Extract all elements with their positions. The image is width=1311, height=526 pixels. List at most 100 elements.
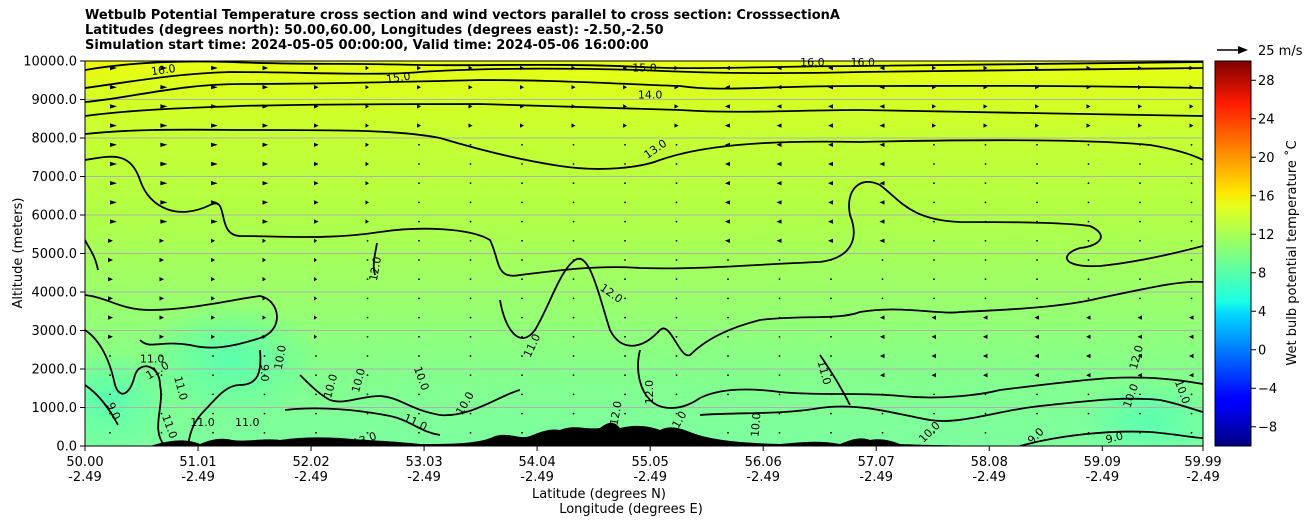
wind-vector [1190, 143, 1193, 146]
wind-vector [881, 431, 884, 434]
colorbar-tick-label: 12 [1258, 228, 1275, 243]
wind-vector [725, 238, 730, 243]
wind-vector [880, 353, 885, 359]
wind-vector [623, 123, 627, 128]
wind-vector [366, 316, 369, 319]
wind-vector [1034, 315, 1039, 320]
wind-vector [367, 451, 369, 453]
contour-label: 10.0 [748, 412, 763, 438]
wind-vector [624, 374, 626, 377]
wind-vector [160, 181, 168, 186]
colorbar-tick-label: 4 [1258, 305, 1266, 320]
wind-vector [469, 259, 472, 261]
wind-vector [108, 315, 113, 320]
contour-label: 11.0 [235, 416, 260, 429]
x-tick-label-latitude: 51.01 [179, 455, 216, 470]
wind-vector [521, 355, 523, 357]
wind-vector [110, 123, 117, 128]
wind-vector [1190, 297, 1193, 300]
wind-vector [1035, 104, 1039, 109]
contour-line [85, 384, 119, 426]
wind-vector [776, 200, 782, 205]
wind-vector [1190, 412, 1193, 415]
wind-vector [879, 104, 885, 109]
contour-line [85, 239, 99, 271]
wind-vector [521, 239, 523, 242]
wind-vector [879, 181, 885, 186]
wind-vector [624, 239, 626, 242]
wind-vector [1036, 182, 1038, 185]
wind-vector [109, 355, 111, 357]
wind-vector [1190, 201, 1193, 204]
wind-vector [572, 220, 575, 223]
wind-vector [469, 182, 472, 185]
wind-vector [418, 278, 420, 281]
wind-vector [1189, 315, 1194, 320]
wind-vector [263, 393, 266, 396]
wind-vector [572, 393, 575, 396]
wind-vector [110, 219, 117, 224]
colorbar: −8 −4 0 4 8 12 16 20 24 28 Wet bulb potential tem… [1214, 60, 1300, 447]
wind-vector [521, 393, 523, 396]
wind-vector [108, 238, 113, 243]
quiver-key: 25 m/s [1217, 44, 1303, 59]
wind-vector [159, 334, 165, 339]
quiver-key-label: 25 m/s [1258, 44, 1303, 59]
wind-vector [1087, 163, 1090, 165]
x-tick-label-longitude: -2.49 [294, 470, 328, 485]
wind-vector [263, 374, 266, 377]
wind-vector [262, 142, 269, 147]
wind-vector [879, 123, 885, 128]
wind-vector [880, 334, 885, 339]
wind-vector [314, 257, 318, 263]
colorbar-tick-label: −4 [1258, 382, 1277, 397]
wind-vector [572, 297, 575, 300]
wind-vector [110, 142, 117, 147]
wind-vector [468, 85, 473, 90]
wind-vector [984, 143, 987, 146]
contour-line [187, 349, 262, 446]
x-tick-label-latitude: 52.02 [292, 455, 329, 470]
wind-vector [262, 181, 269, 186]
wind-vector [159, 238, 165, 243]
contour-label: 16.0 [800, 56, 825, 69]
wind-vector [727, 316, 729, 319]
wind-vector [881, 259, 884, 261]
wind-vector [1034, 353, 1039, 359]
wind-vector [572, 182, 575, 185]
wind-vector [315, 393, 317, 396]
wind-vector [830, 297, 832, 300]
wind-vector [110, 161, 117, 167]
wind-vector [365, 123, 369, 128]
wind-vector [262, 200, 269, 205]
wind-vector [366, 355, 369, 357]
y-tick-label: 8000.0 [32, 132, 78, 147]
x-tick-label-longitude: -2.49 [520, 470, 554, 485]
wind-vector [521, 374, 523, 377]
wind-vector [109, 374, 111, 377]
wind-vector [469, 220, 472, 223]
wind-vector [469, 431, 472, 434]
wind-vector [1036, 393, 1038, 396]
wind-vector [879, 238, 885, 243]
wind-vector [624, 259, 626, 261]
wind-vector [624, 278, 626, 281]
wind-vector [776, 238, 782, 243]
wind-vector [1139, 278, 1141, 281]
contour-line [85, 128, 1203, 170]
x-tick-label-latitude: 54.04 [519, 455, 556, 470]
wind-vector [520, 85, 524, 90]
wind-vector [881, 412, 884, 415]
wind-vector [727, 278, 729, 281]
wind-vector [418, 143, 420, 146]
wind-vector [521, 201, 523, 204]
wind-vector [262, 65, 269, 71]
x-tick-label-latitude: 50.00 [66, 455, 103, 470]
wind-vector [572, 143, 575, 146]
wind-vector [932, 123, 936, 128]
wind-vector [469, 335, 472, 338]
wind-vector [1036, 297, 1038, 300]
colorbar-tick-label: 20 [1258, 151, 1275, 166]
wind-vector [314, 161, 319, 167]
contour-label: 9.0 [258, 364, 271, 382]
